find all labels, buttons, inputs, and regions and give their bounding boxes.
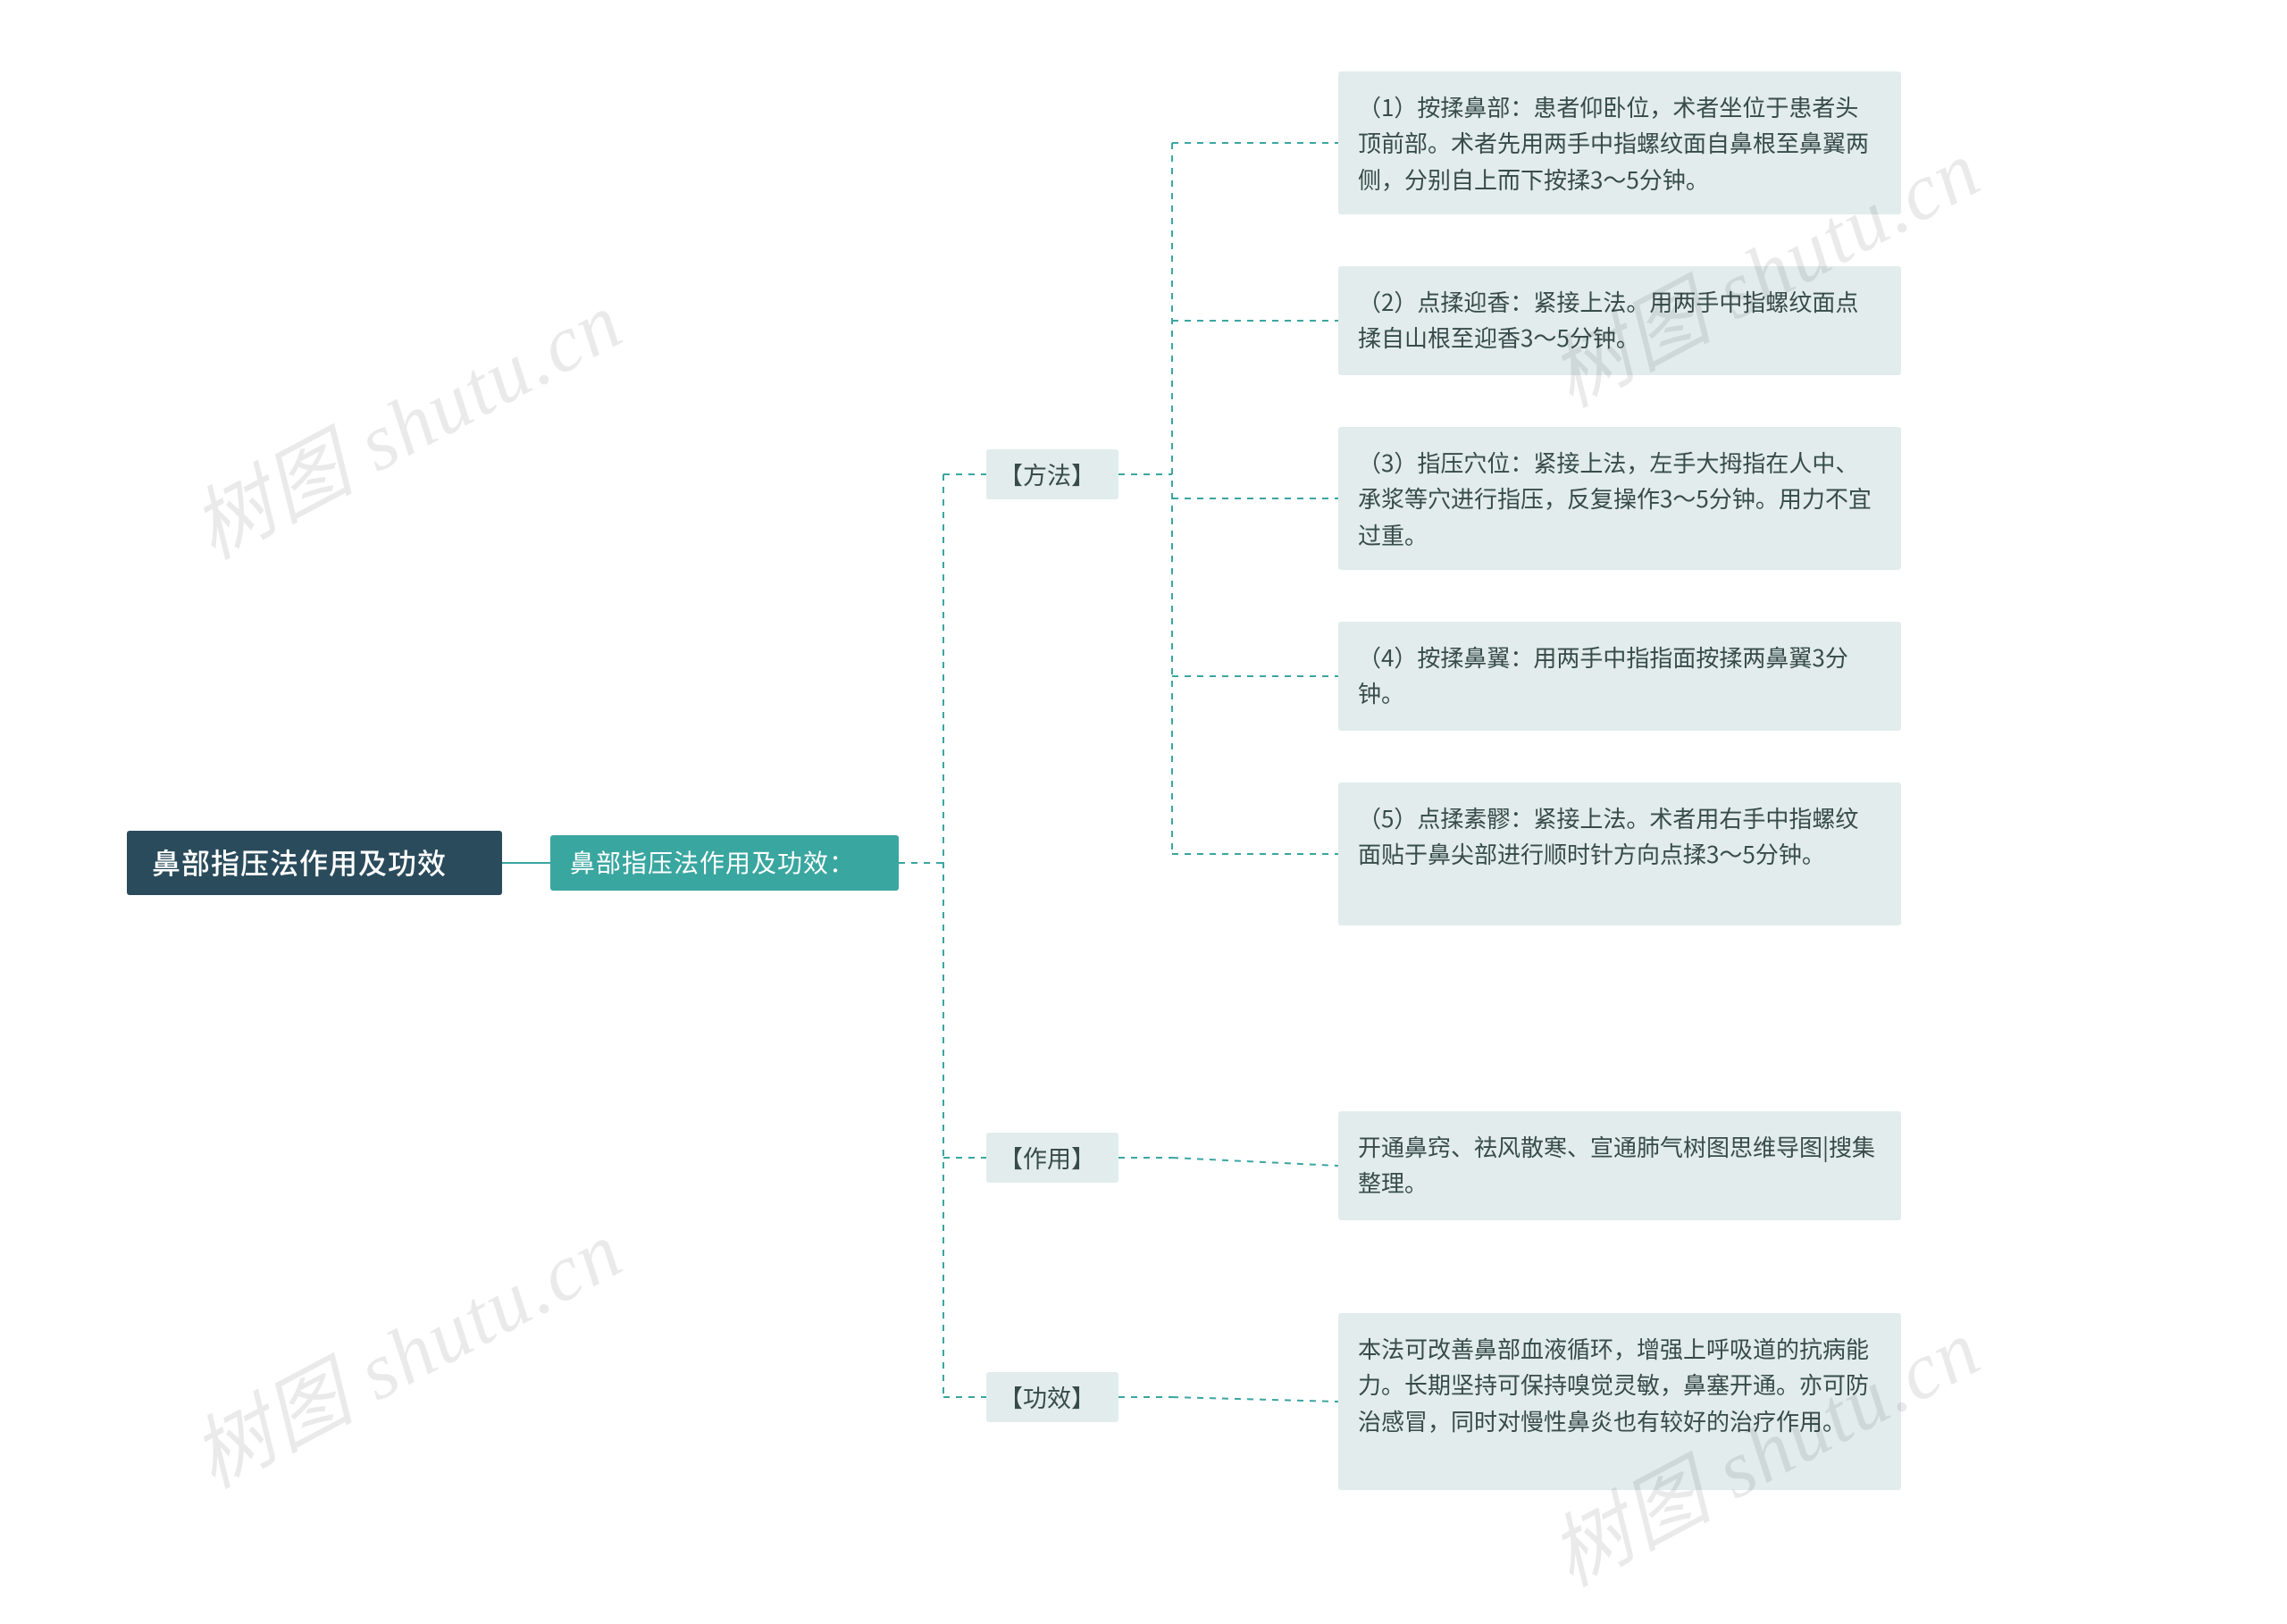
leaf-efficacy-1: 本法可改善鼻部血液循环，增强上呼吸道的抗病能力。长期坚持可保持嗅觉灵敏，鼻塞开通… [1338, 1313, 1901, 1490]
leaf-label: （5）点揉素髎：紧接上法。术者用右手中指螺纹面贴于鼻尖部进行顺时针方向点揉3～5… [1358, 800, 1881, 873]
leaf-effect-1: 开通鼻窍、祛风散寒、宣通肺气树图思维导图|搜集整理。 [1338, 1111, 1901, 1220]
leaf-label: （4）按揉鼻翼：用两手中指指面按揉两鼻翼3分钟。 [1358, 640, 1881, 712]
root-label: 鼻部指压法作用及功效 [152, 841, 447, 885]
leaf-method-5: （5）点揉素髎：紧接上法。术者用右手中指螺纹面贴于鼻尖部进行顺时针方向点揉3～5… [1338, 783, 1901, 925]
leaf-label: （2）点揉迎香：紧接上法。用两手中指螺纹面点揉自山根至迎香3～5分钟。 [1358, 284, 1881, 356]
leaf-label: 本法可改善鼻部血液循环，增强上呼吸道的抗病能力。长期坚持可保持嗅觉灵敏，鼻塞开通… [1358, 1331, 1881, 1439]
category-method: 【方法】 [986, 449, 1118, 499]
category-effect: 【作用】 [986, 1133, 1118, 1183]
category-label: 【方法】 [999, 456, 1095, 493]
category-label: 【作用】 [999, 1139, 1095, 1176]
category-efficacy: 【功效】 [986, 1372, 1118, 1422]
sub-label: 鼻部指压法作用及功效： [570, 843, 855, 882]
root-node: 鼻部指压法作用及功效 [127, 831, 502, 895]
category-label: 【功效】 [999, 1378, 1095, 1416]
watermark: 树图 shutu.cn [169, 1186, 639, 1510]
connector-layer [0, 0, 2287, 1624]
leaf-label: 开通鼻窍、祛风散寒、宣通肺气树图思维导图|搜集整理。 [1358, 1129, 1881, 1201]
leaf-method-1: （1）按揉鼻部：患者仰卧位，术者坐位于患者头顶前部。术者先用两手中指螺纹面自鼻根… [1338, 71, 1901, 214]
watermark: 树图 shutu.cn [169, 257, 639, 581]
leaf-method-3: （3）指压穴位：紧接上法，左手大拇指在人中、承浆等穴进行指压，反复操作3～5分钟… [1338, 427, 1901, 570]
leaf-label: （1）按揉鼻部：患者仰卧位，术者坐位于患者头顶前部。术者先用两手中指螺纹面自鼻根… [1358, 89, 1881, 197]
leaf-method-2: （2）点揉迎香：紧接上法。用两手中指螺纹面点揉自山根至迎香3～5分钟。 [1338, 266, 1901, 375]
sub-node: 鼻部指压法作用及功效： [550, 835, 899, 891]
mindmap-canvas: 鼻部指压法作用及功效 鼻部指压法作用及功效： 【方法】 【作用】 【功效】 （1… [0, 0, 2287, 1624]
leaf-label: （3）指压穴位：紧接上法，左手大拇指在人中、承浆等穴进行指压，反复操作3～5分钟… [1358, 445, 1881, 553]
leaf-method-4: （4）按揉鼻翼：用两手中指指面按揉两鼻翼3分钟。 [1338, 622, 1901, 731]
